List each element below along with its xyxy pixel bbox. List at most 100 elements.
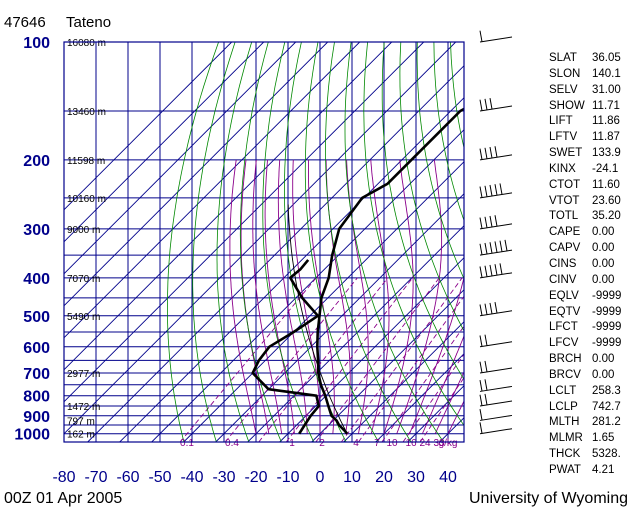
footer-org: University of Wyoming [468, 490, 628, 507]
dry-adiabat-line [381, 42, 464, 380]
index-key: MLMR [549, 432, 583, 445]
temperature-tick-label: 10 [343, 469, 361, 486]
wind-barb-shaft [479, 400, 513, 407]
wind-barb-feather [489, 98, 493, 110]
index-value: 0.00 [592, 257, 615, 270]
wind-barb-feather [484, 185, 488, 197]
wind-barb-shaft [479, 105, 513, 112]
index-row: MLMR 1.65 [549, 431, 637, 447]
wind-barb-feather [479, 394, 483, 406]
isotherm-line [64, 42, 297, 275]
pressure-tick-label: 400 [23, 271, 50, 288]
moist-adiabat-line [292, 159, 321, 434]
index-row: THCK 5328. [549, 447, 637, 463]
wind-barb-feather [484, 379, 488, 391]
temperature-tick-label: -10 [276, 469, 299, 486]
wind-barb-feather [484, 242, 488, 255]
dry-adiabat-line [283, 42, 347, 442]
isotherm-line [64, 42, 457, 435]
dry-adiabat-line [262, 42, 315, 442]
mixing-ratio-label: 1 [289, 438, 295, 449]
wind-barb-feather [489, 264, 493, 277]
pressure-tick-label: 300 [23, 222, 50, 239]
index-value: -9999 [592, 289, 622, 302]
mixing-ratio-label: 0.1 [180, 438, 194, 449]
index-value: 5328. [592, 448, 621, 461]
temperature-axis-labels: -80 -70 -60 -50 -40 -30 -20 -10 0 10 20 30 40 [52, 469, 457, 486]
mixing-ratio-line [179, 277, 317, 442]
wind-barb-feather [494, 215, 498, 227]
dry-adiabat-line [325, 42, 412, 442]
wind-barb-shaft [479, 223, 513, 230]
index-key: MLTH [549, 416, 580, 429]
index-value: 11.60 [592, 178, 620, 191]
isotherm-line [247, 225, 464, 442]
wind-barb [479, 239, 513, 256]
mixing-ratio-label: g/kg [439, 438, 458, 449]
index-key: KINX [549, 162, 576, 175]
mixing-ratio-line [402, 353, 464, 442]
mixing-ratio-label: 2 [319, 438, 325, 449]
wind-barb-feather [489, 184, 493, 197]
dry-adiabat-line [216, 42, 253, 442]
mixing-ratio-lines [179, 159, 464, 442]
wind-barb [479, 393, 513, 407]
wind-barb [479, 379, 513, 392]
isotherm-line [64, 42, 361, 339]
sounding-lines [251, 107, 464, 435]
dry-adiabat-line [416, 42, 464, 280]
wind-barbs [479, 30, 513, 435]
index-value: 1.65 [592, 432, 615, 445]
wind-barb-feather [489, 242, 493, 254]
wind-barb [479, 98, 513, 112]
wind-barb [479, 360, 513, 374]
wind-barb-feather [484, 147, 488, 159]
wind-barb-feather [484, 303, 488, 315]
wind-barb-feather [479, 304, 483, 316]
index-key: TOTL [549, 210, 579, 223]
height-label: 10160 m [67, 194, 106, 205]
wind-barb-feather [479, 266, 483, 278]
index-value: 11.87 [592, 131, 620, 144]
index-key: CAPE [549, 226, 581, 239]
wind-barb-feather [479, 217, 483, 229]
pressure-tick-label: 900 [23, 409, 50, 426]
index-key: VTOT [549, 194, 580, 207]
dry-adiabat-line [167, 42, 219, 442]
index-row: BRCV 0.00 [549, 368, 637, 384]
wind-barb [479, 30, 513, 43]
isotherm-line [151, 129, 464, 442]
index-row: KINX -24.1 [549, 162, 637, 178]
wind-barb-feather [489, 146, 493, 159]
index-row: LFCT -9999 [549, 320, 637, 336]
wind-barb-feather [479, 335, 483, 347]
mixing-ratio-label: 0.4 [225, 438, 239, 449]
height-label: 16080 m [67, 38, 106, 49]
moist-adiabat-line [346, 159, 369, 434]
wind-barb-feather [494, 264, 498, 276]
index-value: 0.00 [592, 226, 615, 239]
station-id: 47646 [4, 14, 46, 31]
index-row: VTOT 23.60 [549, 194, 637, 210]
wind-barb-shaft [479, 385, 513, 392]
index-value: 281.2 [592, 416, 621, 429]
index-row: SHOW 11.71 [549, 99, 637, 115]
mixing-ratio-line [285, 277, 413, 442]
moist-adiabat-line [325, 159, 351, 434]
height-label: 1472 m [67, 402, 100, 413]
moist-adiabat-line [229, 159, 257, 434]
wind-barb-feather [494, 146, 498, 158]
dry-adiabat-line [399, 42, 464, 332]
index-row: BRCH 0.00 [549, 352, 637, 368]
dry-adiabat-line [344, 42, 444, 442]
index-key: SWET [549, 147, 583, 160]
temperature-tick-label: -60 [116, 469, 139, 486]
index-row: LFTV 11.87 [549, 130, 637, 146]
wind-barb-feather [479, 186, 483, 198]
wind-barb-feather [479, 409, 483, 421]
height-label: 5490 m [67, 312, 100, 323]
index-key: LCLT [549, 384, 577, 397]
index-value: -9999 [592, 305, 622, 318]
index-key: CINS [549, 257, 577, 270]
